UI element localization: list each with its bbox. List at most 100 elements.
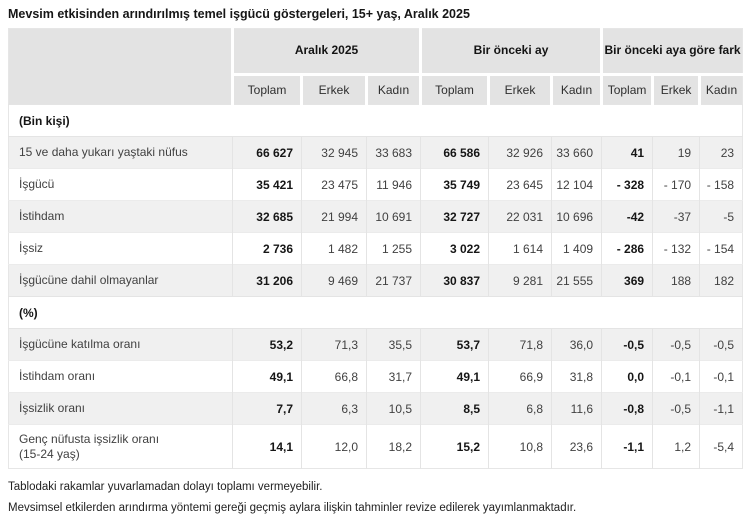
cell-value: 30 837 xyxy=(420,264,489,297)
cell-value: 32 685 xyxy=(232,200,302,233)
cell-value: 35 749 xyxy=(420,168,489,201)
col-header-male: Erkek xyxy=(651,73,700,105)
cell-value: - 328 xyxy=(601,168,653,201)
row-label-line1: Genç nüfusta işsizlik oranı xyxy=(19,431,160,446)
cell-value: 188 xyxy=(652,264,700,297)
col-header-female: Kadın xyxy=(550,73,602,105)
row-label: Genç nüfusta işsizlik oranı (15-24 yaş) xyxy=(8,424,233,469)
cell-value: 49,1 xyxy=(420,360,489,393)
cell-value: - 286 xyxy=(601,232,653,265)
table-header: Aralık 2025 Bir önceki ay Bir önceki aya… xyxy=(8,28,743,105)
cell-value: 10 691 xyxy=(365,200,421,233)
cell-value: 10,5 xyxy=(365,392,421,425)
cell-value: 36,0 xyxy=(551,328,602,361)
footnote: Mevsimsel etkilerden arındırma yöntemi g… xyxy=(8,502,577,514)
cell-value: - 154 xyxy=(699,232,743,265)
cell-value: 23 645 xyxy=(488,168,552,201)
cell-value: -5,4 xyxy=(699,424,743,469)
table-row-youth-unemployment-rate: Genç nüfusta işsizlik oranı (15-24 yaş) … xyxy=(8,424,743,469)
cell-value: 14,1 xyxy=(232,424,302,469)
cell-value: 1 255 xyxy=(365,232,421,265)
column-group-monthly-change: Bir önceki aya göre fark xyxy=(600,28,743,75)
table-row-employment-rate: İstihdam oranı 49,1 66,8 31,7 49,1 66,9 … xyxy=(8,360,743,393)
row-label: İşgücü xyxy=(8,168,233,201)
column-group-current-month: Aralık 2025 xyxy=(230,28,421,75)
cell-value: 66,9 xyxy=(488,360,552,393)
cell-value: 35 421 xyxy=(232,168,302,201)
cell-value: 10 696 xyxy=(551,200,602,233)
col-header-female: Kadın xyxy=(364,73,421,105)
col-header-male: Erkek xyxy=(487,73,552,105)
cell-value: 0,0 xyxy=(601,360,653,393)
cell-value: -0,5 xyxy=(652,392,700,425)
cell-value: - 132 xyxy=(652,232,700,265)
cell-value: 21 994 xyxy=(301,200,367,233)
cell-value: -0,1 xyxy=(652,360,700,393)
cell-value: 2 736 xyxy=(232,232,302,265)
cell-value: -42 xyxy=(601,200,653,233)
cell-value: 71,8 xyxy=(488,328,552,361)
cell-value: - 170 xyxy=(652,168,700,201)
cell-value: 23 xyxy=(699,136,743,169)
cell-value: 9 469 xyxy=(301,264,367,297)
corner-cell xyxy=(8,28,233,105)
cell-value: 32 727 xyxy=(420,200,489,233)
cell-value: 11,6 xyxy=(551,392,602,425)
col-header-male: Erkek xyxy=(300,73,367,105)
cell-value: 19 xyxy=(652,136,700,169)
cell-value: 32 926 xyxy=(488,136,552,169)
labor-force-indicators-table: Aralık 2025 Bir önceki ay Bir önceki aya… xyxy=(8,28,744,469)
cell-value: -0,5 xyxy=(652,328,700,361)
table-row-participation-rate: İşgücüne katılma oranı 53,2 71,3 35,5 53… xyxy=(8,328,743,361)
cell-value: 23,6 xyxy=(551,424,602,469)
cell-value: 12 104 xyxy=(551,168,602,201)
cell-value: 1 614 xyxy=(488,232,552,265)
col-header-total: Toplam xyxy=(600,73,653,105)
table-row-not-in-labour-force: İşgücüne dahil olmayanlar 31 206 9 469 2… xyxy=(8,264,743,297)
cell-value: 31,8 xyxy=(551,360,602,393)
cell-value: -37 xyxy=(652,200,700,233)
cell-value: 11 946 xyxy=(365,168,421,201)
cell-value: 3 022 xyxy=(420,232,489,265)
section-header-thousand-persons: (Bin kişi) xyxy=(8,104,743,137)
cell-value: 53,2 xyxy=(232,328,302,361)
cell-value: -1,1 xyxy=(699,392,743,425)
footnotes: Tablodaki rakamlar yuvarlamadan dolayı t… xyxy=(8,481,742,514)
cell-value: 6,3 xyxy=(301,392,367,425)
cell-value: -0,5 xyxy=(601,328,653,361)
cell-value: 6,8 xyxy=(488,392,552,425)
cell-value: 31 206 xyxy=(232,264,302,297)
cell-value: -1,1 xyxy=(601,424,653,469)
table-title: Mevsim etkisinden arındırılmış temel işg… xyxy=(8,7,470,21)
row-label: 15 ve daha yukarı yaştaki nüfus xyxy=(8,136,233,169)
cell-value: 12,0 xyxy=(301,424,367,469)
col-header-total: Toplam xyxy=(419,73,489,105)
cell-value: 1 482 xyxy=(301,232,367,265)
table-row-labour-force: İşgücü 35 421 23 475 11 946 35 749 23 64… xyxy=(8,168,743,201)
cell-value: 1 409 xyxy=(551,232,602,265)
cell-value: 7,7 xyxy=(232,392,302,425)
table-row-unemployment-rate: İşsizlik oranı 7,7 6,3 10,5 8,5 6,8 11,6… xyxy=(8,392,743,425)
cell-value: 41 xyxy=(601,136,653,169)
table-body: (Bin kişi) 15 ve daha yukarı yaştaki nüf… xyxy=(8,104,743,469)
footnote: Tablodaki rakamlar yuvarlamadan dolayı t… xyxy=(8,481,323,493)
cell-value: 66 627 xyxy=(232,136,302,169)
cell-value: 23 475 xyxy=(301,168,367,201)
cell-value: - 158 xyxy=(699,168,743,201)
cell-value: 71,3 xyxy=(301,328,367,361)
cell-value: -0,1 xyxy=(699,360,743,393)
row-label: İstihdam xyxy=(8,200,233,233)
cell-value: -0,8 xyxy=(601,392,653,425)
table-row-employment: İstihdam 32 685 21 994 10 691 32 727 22 … xyxy=(8,200,743,233)
cell-value: 10,8 xyxy=(488,424,552,469)
table-row-population: 15 ve daha yukarı yaştaki nüfus 66 627 3… xyxy=(8,136,743,169)
cell-value: 35,5 xyxy=(365,328,421,361)
row-label-line2: (15-24 yaş) xyxy=(19,446,80,461)
cell-value: 15,2 xyxy=(420,424,489,469)
cell-value: 33 660 xyxy=(551,136,602,169)
cell-value: -5 xyxy=(699,200,743,233)
cell-value: 53,7 xyxy=(420,328,489,361)
section-header-percent: (%) xyxy=(8,296,743,329)
cell-value: 18,2 xyxy=(365,424,421,469)
